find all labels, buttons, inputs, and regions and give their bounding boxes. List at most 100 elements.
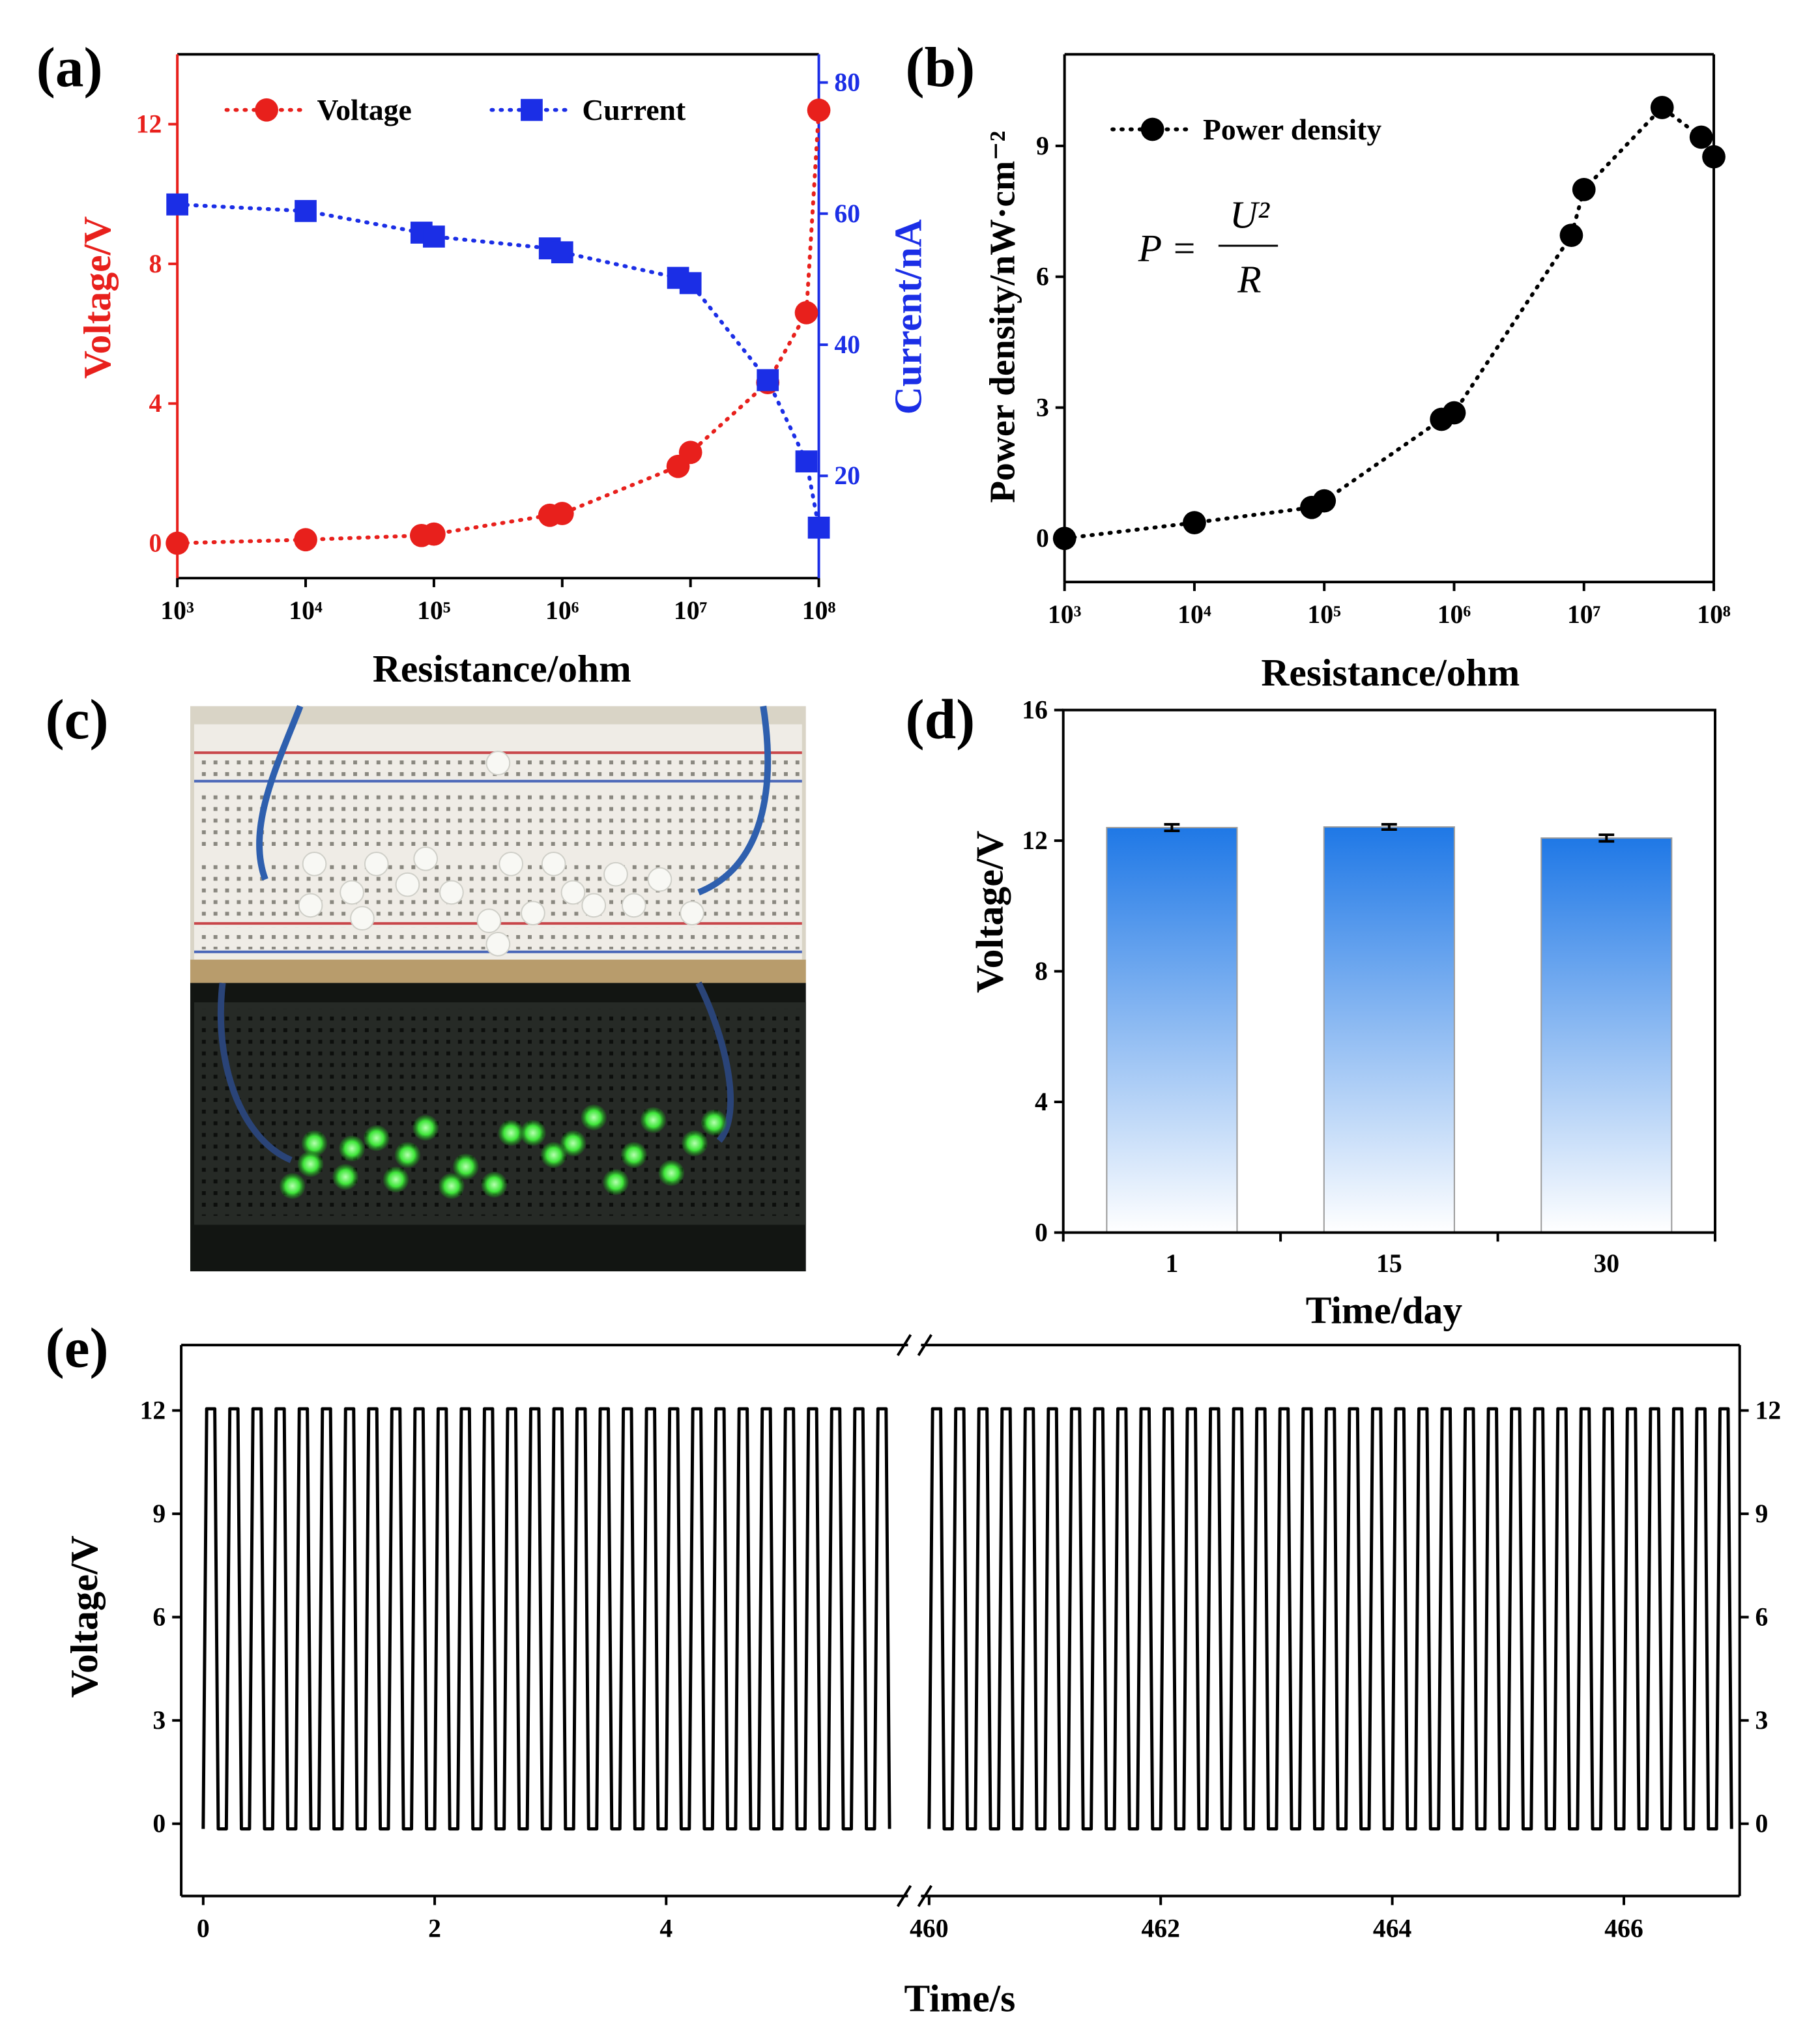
y-tick-label: 12 bbox=[1022, 826, 1048, 855]
x-axis-title: Resistance/ohm bbox=[1261, 651, 1520, 694]
x-tick-label: 10⁵ bbox=[1307, 600, 1341, 629]
bar bbox=[1106, 827, 1238, 1234]
legend-label: Current bbox=[582, 93, 686, 126]
marker bbox=[1052, 527, 1076, 551]
legend-marker bbox=[521, 98, 543, 121]
y-tick-label: 3 bbox=[1036, 393, 1049, 422]
x-tick-label: 4 bbox=[659, 1914, 672, 1943]
marker bbox=[1312, 489, 1336, 513]
formula: U² bbox=[1230, 193, 1270, 236]
y-tick-label: 9 bbox=[1036, 132, 1049, 160]
marker bbox=[1650, 96, 1674, 119]
y-tick-label: 6 bbox=[152, 1603, 166, 1632]
marker bbox=[1559, 224, 1583, 247]
marker bbox=[678, 441, 702, 465]
formula: R bbox=[1237, 258, 1261, 301]
panel-label: (e) bbox=[46, 1316, 109, 1380]
y-axis-title: Voltage/V bbox=[63, 1535, 106, 1698]
x-tick-label: 10⁶ bbox=[1437, 600, 1471, 629]
x-axis-title: Time/day bbox=[1306, 1289, 1463, 1332]
marker bbox=[295, 199, 317, 222]
plot-frame bbox=[1062, 708, 1716, 1234]
x-tick-label: 10³ bbox=[160, 596, 194, 625]
x-tick-label: 30 bbox=[1593, 1249, 1619, 1278]
marker bbox=[551, 241, 573, 264]
x-tick-label: 10⁷ bbox=[1567, 600, 1601, 629]
y-tick-label: 6 bbox=[1036, 263, 1049, 291]
x-tick-label: 10⁴ bbox=[289, 596, 323, 625]
bar bbox=[1540, 837, 1673, 1234]
x-tick-label: 460 bbox=[910, 1914, 949, 1943]
y-tick-label: 60 bbox=[834, 199, 860, 228]
marker bbox=[166, 193, 189, 216]
holes bbox=[196, 791, 800, 849]
x-tick-label: 0 bbox=[197, 1914, 210, 1943]
y-tick-label: 4 bbox=[149, 389, 162, 418]
x-axis-title: Time/s bbox=[904, 1976, 1015, 2019]
y-tick-label: 20 bbox=[834, 461, 860, 490]
marker bbox=[1689, 125, 1713, 149]
y-tick-label: 8 bbox=[149, 250, 162, 278]
series-line bbox=[201, 1407, 891, 1831]
panel-label: (b) bbox=[906, 36, 975, 99]
marker bbox=[1183, 511, 1206, 534]
formula: P = bbox=[1138, 227, 1197, 270]
x-tick-label: 10³ bbox=[1048, 600, 1082, 629]
x-tick-label: 464 bbox=[1373, 1914, 1412, 1943]
series-line bbox=[1062, 105, 1716, 541]
y2-axis-title: Current/nA bbox=[887, 219, 930, 414]
panel-label: (a) bbox=[36, 36, 103, 99]
marker bbox=[679, 272, 702, 295]
legend-label: Voltage bbox=[317, 93, 411, 126]
bar bbox=[1323, 826, 1455, 1234]
axis-break bbox=[917, 1334, 932, 1357]
x-tick-label: 462 bbox=[1141, 1914, 1180, 1943]
axis-break bbox=[917, 1885, 932, 1907]
y-tick-label: 0 bbox=[1036, 524, 1049, 553]
marker bbox=[550, 502, 574, 525]
marker bbox=[807, 98, 831, 122]
x-axis-title: Resistance/ohm bbox=[373, 647, 631, 690]
y-tick-label: 3 bbox=[152, 1706, 166, 1735]
x-tick-label: 15 bbox=[1376, 1249, 1402, 1278]
y-tick-label: 0 bbox=[1035, 1218, 1048, 1247]
series-line bbox=[927, 1407, 1733, 1831]
y-tick-label: 6 bbox=[1755, 1603, 1769, 1632]
marker bbox=[1442, 401, 1466, 425]
axis-break bbox=[896, 1885, 912, 1907]
marker bbox=[807, 516, 830, 539]
y-tick-label: 12 bbox=[1755, 1396, 1782, 1425]
series-line bbox=[175, 202, 821, 530]
wire bbox=[697, 705, 772, 896]
y-tick-label: 12 bbox=[140, 1396, 166, 1425]
y-axis-title: Voltage/V bbox=[968, 831, 1011, 993]
marker bbox=[423, 225, 445, 248]
x-tick-label: 10⁶ bbox=[545, 596, 579, 625]
wire bbox=[256, 704, 304, 881]
y-axis-title: Voltage/V bbox=[76, 216, 119, 379]
y-tick-label: 0 bbox=[152, 1810, 166, 1838]
x-tick-label: 2 bbox=[428, 1914, 441, 1943]
marker bbox=[422, 522, 446, 546]
wire bbox=[218, 982, 293, 1163]
y-tick-label: 3 bbox=[1755, 1706, 1769, 1735]
legend-marker bbox=[255, 98, 278, 122]
wire bbox=[695, 981, 734, 1143]
series-line bbox=[175, 108, 821, 545]
x-tick-label: 10⁴ bbox=[1177, 600, 1211, 629]
y-tick-label: 9 bbox=[152, 1499, 166, 1528]
x-tick-label: 1 bbox=[1165, 1249, 1178, 1278]
axis-break bbox=[896, 1334, 912, 1357]
x-tick-label: 10⁷ bbox=[674, 596, 708, 625]
y-tick-label: 0 bbox=[149, 529, 162, 558]
y-tick-label: 40 bbox=[834, 330, 860, 359]
leds-on bbox=[279, 1104, 727, 1199]
x-tick-label: 10⁸ bbox=[802, 596, 836, 625]
photo bbox=[190, 704, 806, 1272]
marker bbox=[1702, 145, 1726, 169]
legend-marker bbox=[1140, 117, 1164, 141]
x-tick-label: 466 bbox=[1604, 1914, 1643, 1943]
table bbox=[190, 959, 806, 983]
y-tick-label: 4 bbox=[1035, 1088, 1048, 1116]
